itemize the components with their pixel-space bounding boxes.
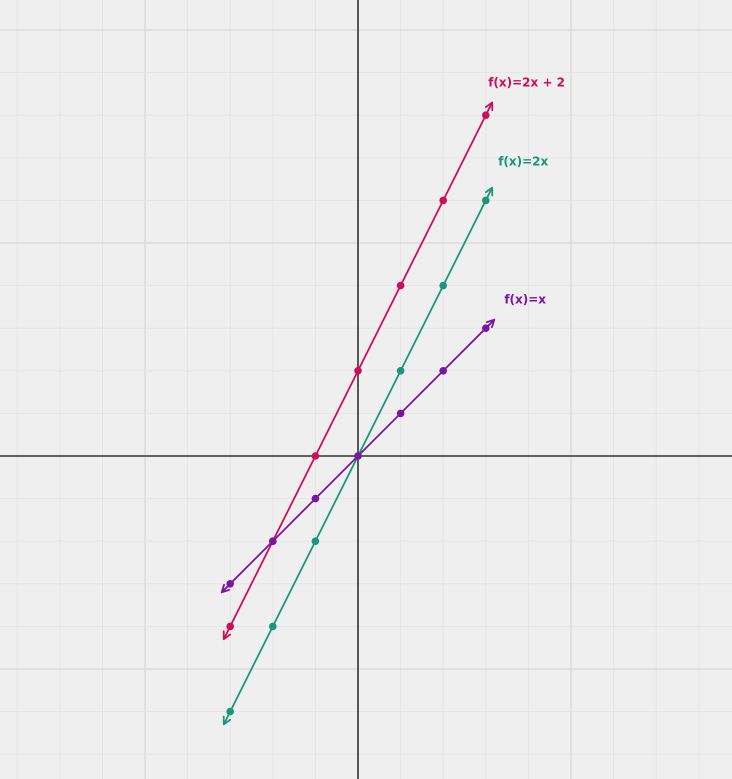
data-point — [439, 196, 448, 205]
series-3 — [220, 318, 496, 594]
data-point — [439, 281, 448, 290]
arrowhead-start — [220, 583, 231, 594]
data-point — [482, 324, 490, 333]
data-point — [226, 580, 234, 588]
arrowhead-end — [485, 318, 496, 329]
data-point — [396, 367, 405, 375]
series-layer — [220, 101, 496, 726]
series-1 — [222, 101, 494, 641]
data-point — [396, 281, 405, 290]
data-point — [396, 409, 405, 418]
data-point — [354, 367, 362, 375]
data-point — [439, 367, 448, 375]
arrowhead-end — [484, 186, 494, 197]
data-point — [311, 537, 320, 545]
data-point — [226, 622, 234, 631]
data-point — [311, 494, 320, 503]
data-point — [482, 196, 490, 205]
data-point — [482, 111, 490, 119]
label-layer: f(x)=2x + 2 f(x)=2x f(x)=x — [488, 75, 565, 306]
data-point — [311, 452, 320, 460]
data-point — [269, 622, 277, 631]
series-label: f(x)=x — [504, 293, 546, 307]
data-point — [226, 707, 234, 716]
arrowhead-end — [484, 101, 494, 112]
arrowhead-start — [222, 715, 232, 726]
series-label: f(x)=2x — [498, 155, 548, 169]
series-label: f(x)=2x + 2 — [488, 75, 565, 89]
data-point — [354, 452, 362, 460]
arrowhead-start — [222, 630, 232, 641]
data-point — [269, 537, 277, 545]
